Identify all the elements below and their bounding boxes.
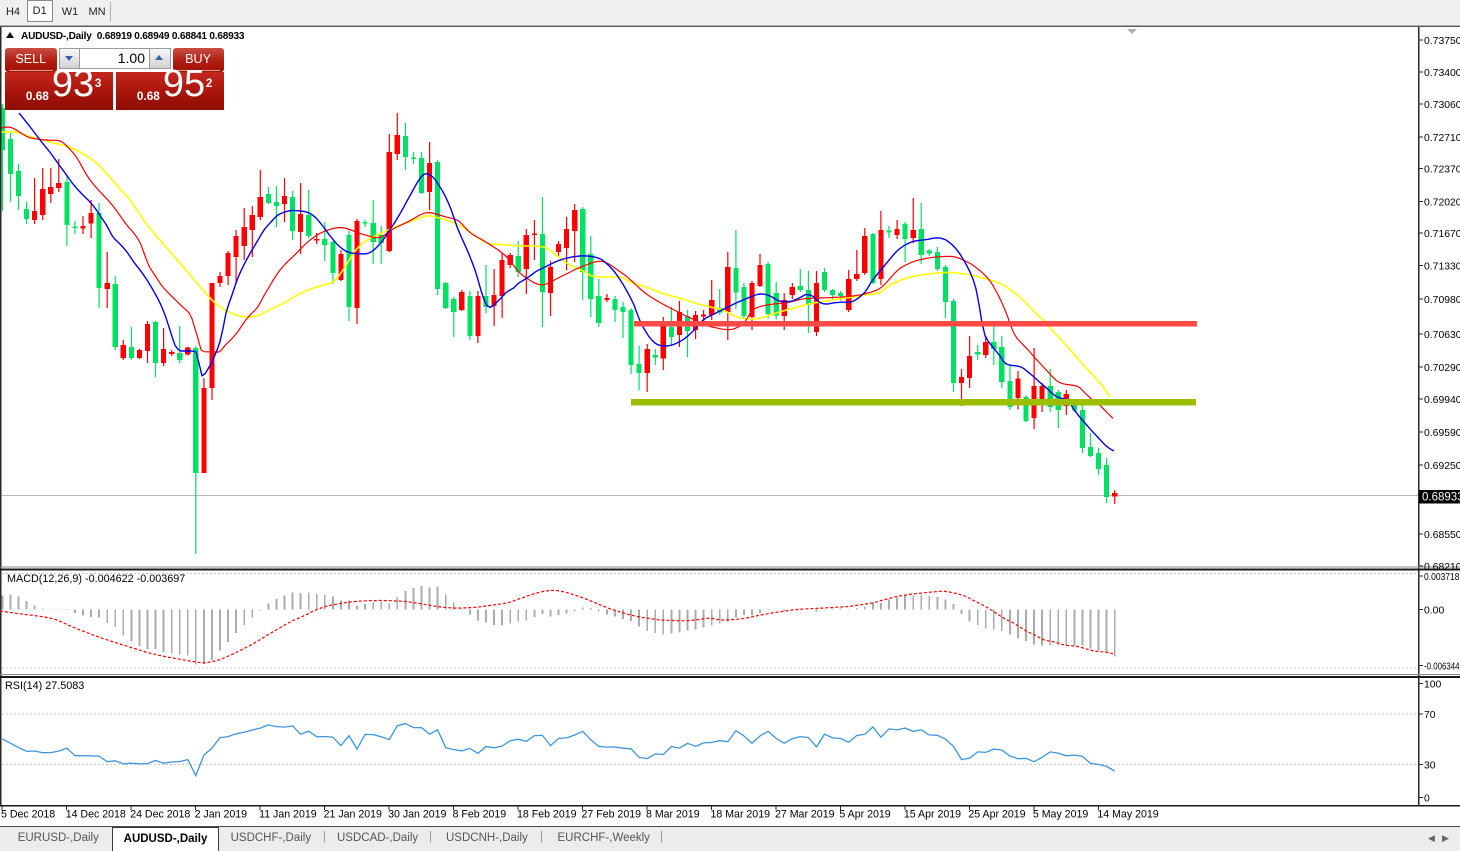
svg-text:30: 30	[1424, 761, 1436, 772]
svg-text:0.73060: 0.73060	[1424, 100, 1460, 111]
svg-text:14 May 2019: 14 May 2019	[1097, 809, 1158, 821]
svg-text:RSI(14) 27.5083: RSI(14) 27.5083	[5, 680, 84, 692]
svg-text:0.68933: 0.68933	[1422, 491, 1460, 503]
svg-text:0.73750: 0.73750	[1424, 36, 1460, 47]
svg-text:21 Jan 2019: 21 Jan 2019	[324, 809, 382, 821]
svg-text:18 Mar 2019: 18 Mar 2019	[711, 809, 771, 821]
svg-text:70: 70	[1424, 710, 1436, 721]
svg-text:0.73400: 0.73400	[1424, 68, 1460, 79]
svg-text:25 Apr 2019: 25 Apr 2019	[968, 809, 1025, 821]
svg-text:0.70630: 0.70630	[1424, 330, 1460, 341]
svg-text:15 Apr 2019: 15 Apr 2019	[904, 809, 961, 821]
svg-text:0.71330: 0.71330	[1424, 261, 1460, 272]
svg-text:0.68210: 0.68210	[1424, 562, 1460, 573]
svg-text:-0.006344: -0.006344	[1424, 661, 1460, 672]
svg-text:0.70980: 0.70980	[1424, 295, 1460, 306]
svg-text:14 Dec 2018: 14 Dec 2018	[66, 809, 126, 821]
svg-text:0.72370: 0.72370	[1424, 165, 1460, 176]
svg-text:5 May 2019: 5 May 2019	[1033, 809, 1088, 821]
svg-text:0.68550: 0.68550	[1424, 530, 1460, 541]
svg-text:8 Mar 2019: 8 Mar 2019	[646, 809, 700, 821]
svg-text:0.69590: 0.69590	[1424, 428, 1460, 439]
svg-text:0.70290: 0.70290	[1424, 363, 1460, 374]
svg-text:5 Dec 2018: 5 Dec 2018	[1, 809, 55, 821]
svg-text:2 Jan 2019: 2 Jan 2019	[195, 809, 248, 821]
svg-text:MACD(12,26,9) -0.004622 -0.003: MACD(12,26,9) -0.004622 -0.003697	[7, 573, 185, 585]
svg-text:27 Feb 2019: 27 Feb 2019	[582, 809, 642, 821]
svg-text:27 Mar 2019: 27 Mar 2019	[775, 809, 835, 821]
svg-text:0.69250: 0.69250	[1424, 461, 1460, 472]
svg-text:8 Feb 2019: 8 Feb 2019	[453, 809, 507, 821]
svg-text:0.003718: 0.003718	[1424, 572, 1460, 583]
svg-text:0.72020: 0.72020	[1424, 197, 1460, 208]
svg-text:11 Jan 2019: 11 Jan 2019	[259, 809, 317, 821]
svg-text:0.00: 0.00	[1424, 606, 1444, 617]
svg-text:24 Dec 2018: 24 Dec 2018	[130, 809, 190, 821]
svg-text:5 Apr 2019: 5 Apr 2019	[839, 809, 890, 821]
svg-text:0.72710: 0.72710	[1424, 133, 1460, 144]
svg-text:0: 0	[1424, 794, 1430, 805]
svg-text:30 Jan 2019: 30 Jan 2019	[388, 809, 446, 821]
svg-text:0.69940: 0.69940	[1424, 395, 1460, 406]
svg-text:0.71670: 0.71670	[1424, 229, 1460, 240]
svg-text:18 Feb 2019: 18 Feb 2019	[517, 809, 577, 821]
svg-text:100: 100	[1424, 680, 1442, 691]
